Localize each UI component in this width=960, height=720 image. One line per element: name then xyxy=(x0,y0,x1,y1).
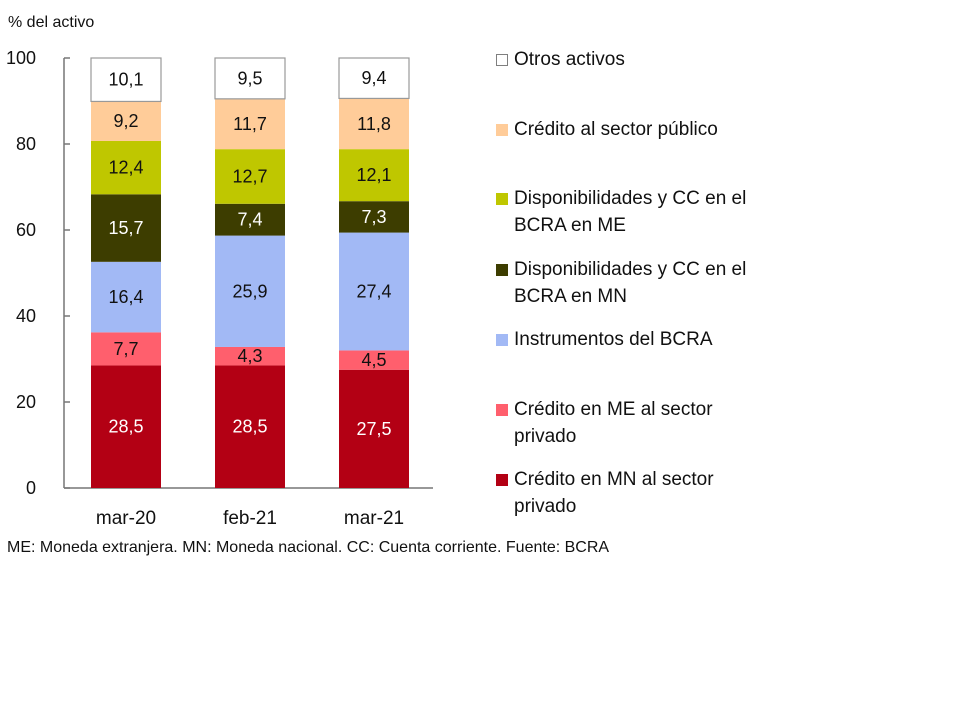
data-label: 9,4 xyxy=(361,68,386,88)
data-label: 7,3 xyxy=(361,207,386,227)
bar-segment xyxy=(339,350,409,370)
data-label: 11,7 xyxy=(233,114,267,134)
legend-label: Otros activos xyxy=(514,49,625,70)
bar-segment xyxy=(339,201,409,233)
bar-segment xyxy=(91,194,161,262)
bar-segment xyxy=(91,261,161,333)
data-label: 4,5 xyxy=(361,350,386,370)
legend-swatch xyxy=(496,264,508,276)
bars: 28,5 7,7 16,4 15,7 12,4 9,2 10,1 28,5 4,3 25,9 7,4… xyxy=(90,57,410,488)
legend-swatch xyxy=(496,404,508,416)
legend-label-line2: BCRA en MN xyxy=(514,286,627,307)
legend-item: Otros activos xyxy=(496,46,796,73)
legend-label-line2: BCRA en ME xyxy=(514,215,626,236)
y-tick-label: 60 xyxy=(16,220,36,240)
y-tick-label: 20 xyxy=(16,392,36,412)
bar-segment xyxy=(339,232,409,351)
bar-segment xyxy=(90,57,162,103)
legend-item: Crédito en ME al sector privado xyxy=(496,396,796,450)
bar-segment xyxy=(215,149,285,204)
x-tick-label: mar-20 xyxy=(96,508,156,529)
bar-segment xyxy=(215,365,285,488)
bar-segment xyxy=(339,149,409,202)
y-tick-label: 80 xyxy=(16,134,36,154)
bar-segment xyxy=(338,57,410,100)
legend-swatch xyxy=(496,334,508,346)
data-label: 28,5 xyxy=(108,417,143,437)
y-tick-label: 40 xyxy=(16,306,36,326)
bar-segment xyxy=(215,203,285,236)
legend-label: Crédito en ME al sector xyxy=(514,399,713,420)
data-label: 12,1 xyxy=(356,165,391,185)
tick-labels: 0 20 40 60 80 100 mar-20 feb-21 mar-21 xyxy=(6,48,404,529)
legend-swatch xyxy=(496,54,508,66)
legend-label: Disponibilidades y CC en el xyxy=(514,259,747,280)
data-label: 28,5 xyxy=(232,417,267,437)
bar-segment xyxy=(91,140,161,195)
chart-footnote: ME: Moneda extranjera. MN: Moneda nacion… xyxy=(7,539,610,556)
x-tick-label: feb-21 xyxy=(223,508,277,529)
legend-item: Crédito al sector público xyxy=(496,116,796,143)
data-label: 11,8 xyxy=(357,114,391,134)
data-label: 10,1 xyxy=(108,70,143,90)
y-tick-label: 0 xyxy=(26,478,36,498)
legend-item: Disponibilidades y CC en el BCRA en ME xyxy=(496,185,796,239)
bar-segment xyxy=(91,101,161,141)
data-label: 12,7 xyxy=(232,166,267,186)
legend-swatch xyxy=(496,474,508,486)
stacked-bar-chart: 28,5 7,7 16,4 15,7 12,4 9,2 10,1 28,5 4,3 25,9 7,4… xyxy=(6,48,433,529)
bar-segment xyxy=(214,57,286,100)
legend-item: Disponibilidades y CC en el BCRA en MN xyxy=(496,256,796,310)
data-label: 27,5 xyxy=(356,419,391,439)
data-label: 7,4 xyxy=(237,210,262,230)
legend-label-line2: privado xyxy=(514,426,577,447)
legend-label-line2: privado xyxy=(514,496,577,517)
legend-item: Crédito en MN al sector privado xyxy=(496,466,796,520)
data-label: 7,7 xyxy=(113,339,138,359)
data-label: 4,3 xyxy=(237,346,262,366)
data-label: 9,5 xyxy=(237,68,262,88)
data-label: 15,7 xyxy=(108,218,143,238)
bar-segment xyxy=(339,369,409,488)
data-label: 12,4 xyxy=(108,158,143,178)
legend-label: Crédito en MN al sector xyxy=(514,469,714,490)
x-tick-label: mar-21 xyxy=(344,508,404,529)
data-label: 25,9 xyxy=(232,281,267,301)
y-axis-title: % del activo xyxy=(8,14,95,31)
bar-segment xyxy=(339,98,409,150)
legend-label: Instrumentos del BCRA xyxy=(514,329,713,350)
y-tick-label: 100 xyxy=(6,48,36,68)
legend-swatch xyxy=(496,124,508,136)
data-label: 9,2 xyxy=(113,111,138,131)
legend-swatch xyxy=(496,193,508,205)
legend-label: Disponibilidades y CC en el xyxy=(514,188,747,209)
bar-segment xyxy=(215,346,285,366)
bar-segment xyxy=(91,365,161,488)
bar-segment xyxy=(215,98,285,150)
data-label: 16,4 xyxy=(108,287,143,307)
bar-segment xyxy=(91,332,161,366)
bar-segment xyxy=(215,235,285,347)
legend-item: Instrumentos del BCRA xyxy=(496,326,796,353)
data-label: 27,4 xyxy=(356,281,391,301)
legend-label: Crédito al sector público xyxy=(514,119,718,140)
